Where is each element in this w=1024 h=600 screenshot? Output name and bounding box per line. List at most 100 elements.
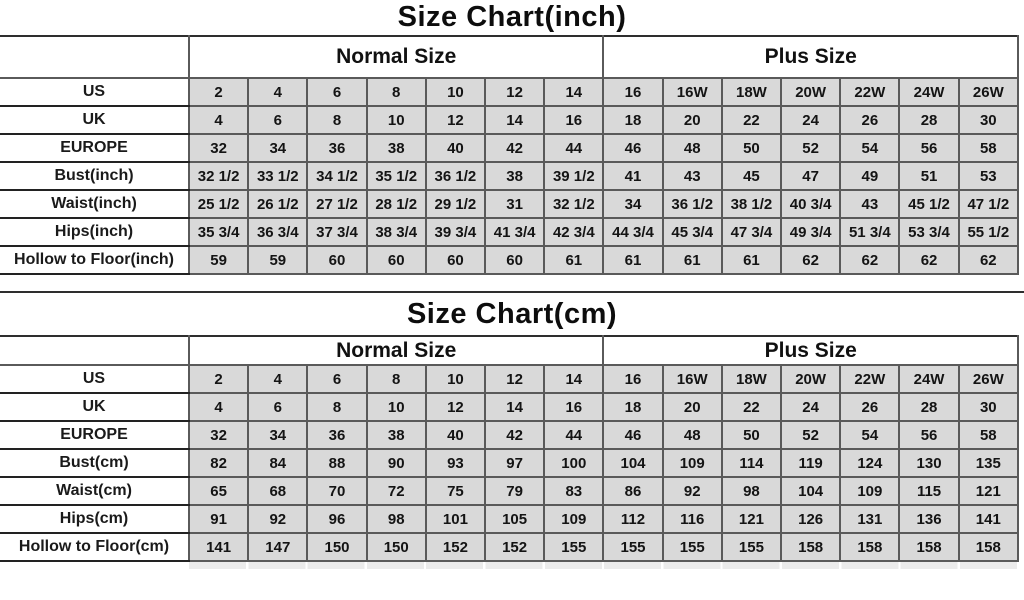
size-value-cell: 131	[839, 504, 901, 534]
table-row: Bust(inch) 32 1/2 33 1/2 34 1/2 35 1/2 36 1/2…	[0, 161, 1020, 191]
size-value-cell: 34	[602, 189, 664, 219]
size-value-cell: 62	[780, 245, 842, 275]
size-value-cell: 38 1/2	[720, 189, 783, 219]
size-value-cell: 34	[247, 420, 309, 450]
table-row: EUROPE 32 34 36 38 40 42 44 46 48 50 52 54 56 58	[0, 420, 1020, 450]
size-value-cell: 158	[898, 532, 960, 562]
size-value-cell: 62	[898, 245, 960, 275]
size-value-cell: 10	[424, 364, 487, 394]
size-value-cell: 24	[780, 392, 842, 422]
size-value-cell: 53 3/4	[898, 217, 960, 247]
size-value-cell: 114	[720, 448, 783, 478]
size-value-cell: 26W	[957, 77, 1020, 107]
size-value-cell: 24W	[898, 77, 960, 107]
size-value-cell: 105	[484, 504, 546, 534]
size-value-cell: 61	[661, 245, 723, 275]
size-value-cell: 50	[720, 420, 783, 450]
size-value-cell: 28	[898, 105, 960, 135]
size-value-cell: 47 1/2	[957, 189, 1020, 219]
size-value-cell: 16	[543, 105, 605, 135]
size-value-cell: 141	[187, 532, 250, 562]
size-value-cell: 10	[424, 77, 487, 107]
size-chart-cm-table: Normal Size Plus Size US 2 4 6 8 10 12 14 16 16W 1…	[0, 335, 1020, 562]
size-value-cell: 98	[720, 476, 783, 506]
size-value-cell: 158	[780, 532, 842, 562]
size-value-cell: 59	[187, 245, 250, 275]
size-value-cell: 121	[720, 504, 783, 534]
size-value-cell: 2	[187, 77, 250, 107]
row-label: EUROPE	[0, 420, 190, 450]
size-value-cell: 38	[365, 420, 427, 450]
size-chart-inch-table: Normal Size Plus Size US 2 4 6 8 10 12 14 16 16W 1…	[0, 35, 1020, 275]
size-value-cell: 32 1/2	[187, 161, 250, 191]
size-value-cell: 40	[424, 420, 487, 450]
size-value-cell: 28 1/2	[365, 189, 427, 219]
table-row: Hips(cm) 91 92 96 98 101 105 109 112 116 121 126 131…	[0, 504, 1020, 534]
size-value-cell: 56	[898, 420, 960, 450]
size-value-cell: 46	[602, 420, 664, 450]
size-value-cell: 42	[484, 420, 546, 450]
size-value-cell: 18	[602, 105, 664, 135]
size-value-cell: 96	[306, 504, 368, 534]
size-value-cell: 35 3/4	[187, 217, 250, 247]
size-value-cell: 136	[898, 504, 960, 534]
size-value-cell: 37 3/4	[306, 217, 368, 247]
size-value-cell: 92	[247, 504, 309, 534]
size-value-cell: 20W	[780, 364, 842, 394]
size-value-cell: 90	[365, 448, 427, 478]
size-value-cell: 6	[247, 392, 309, 422]
size-value-cell: 155	[543, 532, 605, 562]
size-value-cell: 135	[957, 448, 1020, 478]
size-value-cell: 20W	[780, 77, 842, 107]
size-value-cell: 55 1/2	[957, 217, 1020, 247]
size-chart-cm-title: Size Chart(cm)	[0, 291, 1024, 335]
normal-size-header: Normal Size	[187, 35, 605, 79]
size-value-cell: 43	[661, 161, 723, 191]
row-label: EUROPE	[0, 133, 190, 163]
size-value-cell: 14	[484, 105, 546, 135]
size-value-cell: 22W	[839, 364, 901, 394]
size-value-cell: 109	[543, 504, 605, 534]
size-value-cell: 158	[839, 532, 901, 562]
size-value-cell: 4	[247, 364, 309, 394]
size-value-cell: 18W	[720, 77, 783, 107]
size-value-cell: 45 3/4	[661, 217, 723, 247]
size-value-cell: 32	[187, 420, 250, 450]
size-value-cell: 31	[484, 189, 546, 219]
row-label: Hips(cm)	[0, 504, 190, 534]
size-value-cell: 112	[602, 504, 664, 534]
size-value-cell: 72	[365, 476, 427, 506]
size-value-cell: 22	[720, 105, 783, 135]
size-value-cell: 126	[780, 504, 842, 534]
size-value-cell: 68	[247, 476, 309, 506]
size-value-cell: 97	[484, 448, 546, 478]
size-value-cell: 8	[365, 77, 427, 107]
table-row: Hollow to Floor(cm) 141 147 150 150 152 152 155…	[0, 532, 1020, 562]
size-value-cell: 62	[839, 245, 901, 275]
size-value-cell: 152	[424, 532, 487, 562]
size-value-cell: 83	[543, 476, 605, 506]
size-value-cell: 38	[484, 161, 546, 191]
size-value-cell: 104	[602, 448, 664, 478]
size-value-cell: 25 1/2	[187, 189, 250, 219]
size-value-cell: 147	[247, 532, 309, 562]
size-value-cell: 30	[957, 105, 1020, 135]
row-label: Hips(inch)	[0, 217, 190, 247]
size-value-cell: 86	[602, 476, 664, 506]
row-label: Hollow to Floor(inch)	[0, 245, 190, 275]
size-value-cell: 46	[602, 133, 664, 163]
size-value-cell: 10	[365, 392, 427, 422]
size-value-cell: 91	[187, 504, 250, 534]
size-value-cell: 53	[957, 161, 1020, 191]
size-value-cell: 6	[306, 77, 368, 107]
size-value-cell: 12	[424, 105, 487, 135]
size-value-cell: 58	[957, 420, 1020, 450]
size-value-cell: 88	[306, 448, 368, 478]
size-value-cell: 61	[543, 245, 605, 275]
size-value-cell: 38 3/4	[365, 217, 427, 247]
size-value-cell: 39 3/4	[424, 217, 487, 247]
row-label: US	[0, 364, 190, 394]
group-header-row: Normal Size Plus Size	[0, 35, 1019, 79]
size-value-cell: 36 3/4	[247, 217, 309, 247]
size-value-cell: 119	[780, 448, 842, 478]
